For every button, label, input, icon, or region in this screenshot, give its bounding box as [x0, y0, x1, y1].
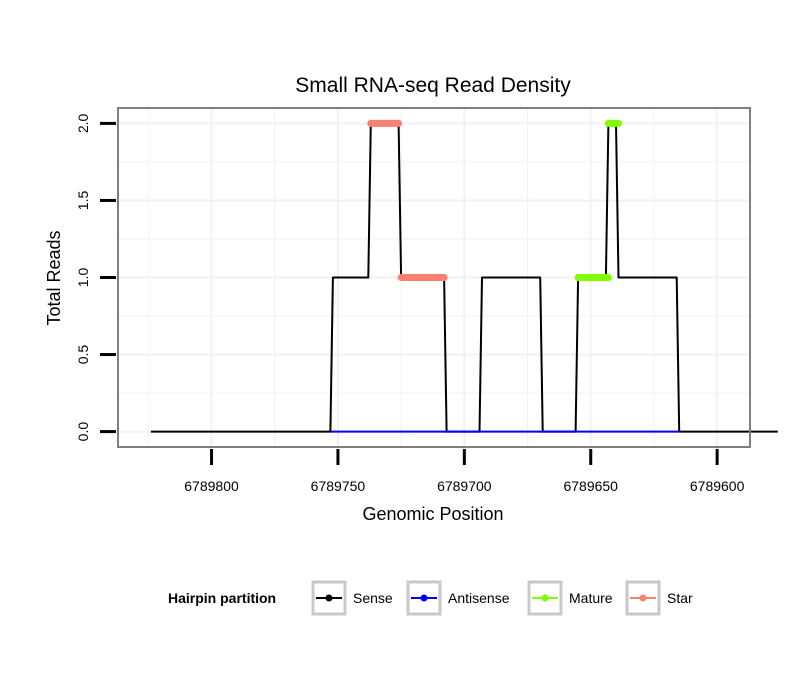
x-axis-title: Genomic Position	[362, 504, 503, 524]
legend-title: Hairpin partition	[168, 590, 276, 606]
y-tick-label: 0.0	[75, 422, 91, 442]
legend: Hairpin partition Sense Antisense Mature St…	[168, 580, 693, 616]
legend-label: Mature	[569, 590, 613, 606]
legend-key-point	[325, 594, 333, 602]
x-tick-label: 6789600	[690, 478, 745, 494]
x-tick-label: 6789750	[311, 478, 366, 494]
x-tick-label: 6789800	[184, 478, 239, 494]
y-tick-label: 0.5	[75, 345, 91, 365]
legend-item-antisense: Antisense	[406, 580, 510, 616]
x-tick-label: 6789650	[563, 478, 618, 494]
legend-label: Sense	[353, 590, 393, 606]
series-layer	[150, 119, 778, 433]
x-tick-label: 6789700	[437, 478, 492, 494]
legend-label: Star	[667, 590, 693, 606]
legend-key-point	[541, 594, 549, 602]
legend-item-mature: Mature	[527, 580, 613, 616]
y-tick-label: 1.5	[75, 191, 91, 211]
x-axis: 6789800 6789750 6789700 6789650 6789600	[184, 449, 745, 494]
y-axis: 0.0 0.5 1.0 1.5 2.0	[75, 113, 116, 441]
y-tick-label: 1.0	[75, 268, 91, 288]
legend-item-star: Star	[625, 580, 693, 616]
legend-key-point	[639, 594, 647, 602]
plot-border	[117, 107, 751, 448]
chart-title: Small RNA-seq Read Density	[295, 74, 571, 97]
legend-label: Antisense	[448, 590, 510, 606]
legend-item-sense: Sense	[311, 580, 393, 616]
y-tick-label: 2.0	[75, 113, 91, 133]
legend-key-point	[420, 594, 428, 602]
y-axis-title: Total Reads	[44, 230, 64, 325]
